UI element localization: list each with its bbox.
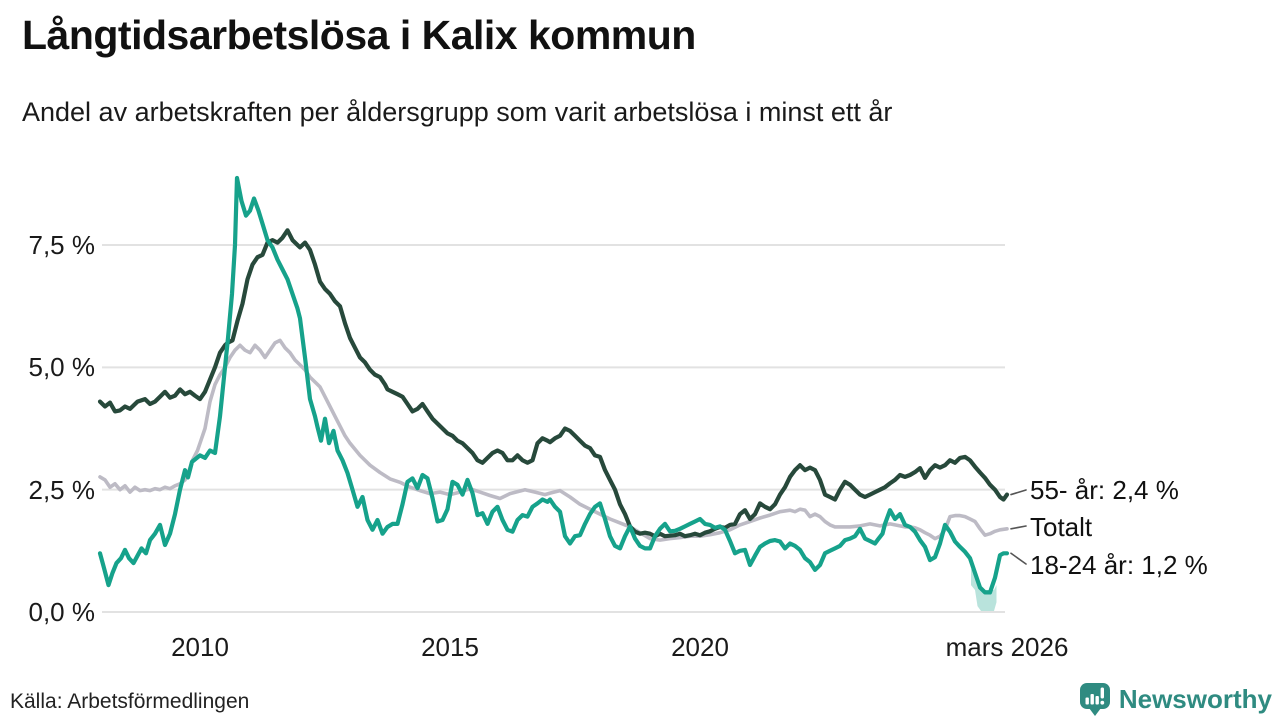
source-note: Källa: Arbetsförmedlingen bbox=[10, 690, 250, 713]
y-tick-0: 0,0 % bbox=[28, 597, 96, 627]
series-label-totalt: Totalt bbox=[1030, 512, 1093, 542]
x-tick-mars-2026: mars 2026 bbox=[945, 632, 1069, 662]
page-title: Långtidsarbetslösa i Kalix kommun bbox=[22, 12, 696, 58]
x-tick-2020: 2020 bbox=[671, 632, 729, 662]
brand-logo: Newsworthy bbox=[1079, 682, 1272, 717]
y-tick-7-5: 7,5 % bbox=[28, 230, 96, 260]
series-label-18-24: 18-24 år: 1,2 % bbox=[1030, 550, 1208, 580]
newsworthy-badge-icon bbox=[1079, 683, 1110, 716]
brand-name: Newsworthy bbox=[1118, 684, 1272, 714]
y-tick-5-0: 5,0 % bbox=[28, 352, 96, 382]
series-label-55: 55- år: 2,4 % bbox=[1030, 475, 1179, 505]
page-subtitle: Andel av arbetskraften per åldersgrupp s… bbox=[22, 97, 893, 127]
y-tick-2-5: 2,5 % bbox=[28, 475, 96, 505]
x-tick-2010: 2010 bbox=[171, 632, 229, 662]
x-tick-2015: 2015 bbox=[421, 632, 479, 662]
